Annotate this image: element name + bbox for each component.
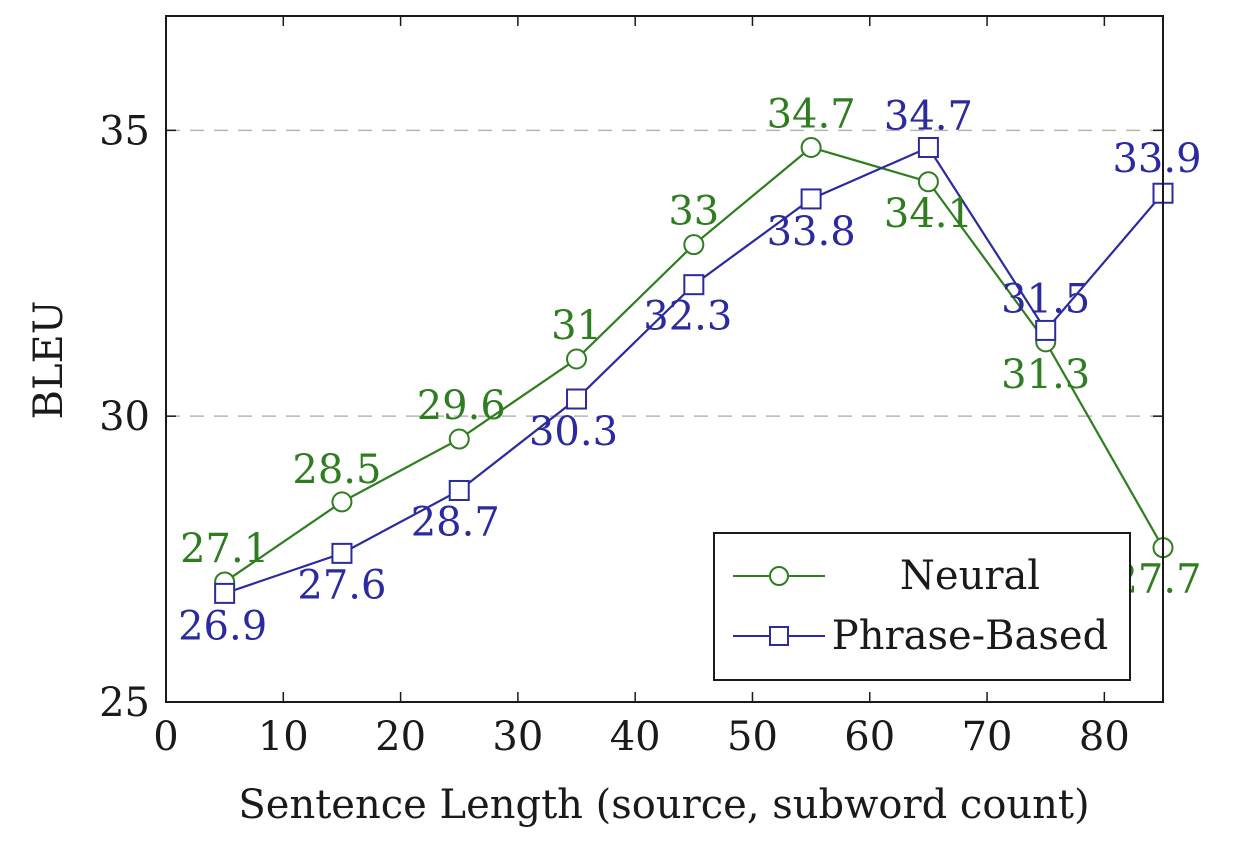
x-tick-label-30: 30 xyxy=(492,714,543,760)
legend-neural-label: Neural xyxy=(900,553,1040,599)
data-label-phrase-based-35: 30.3 xyxy=(529,409,618,455)
data-label-neural-55: 34.7 xyxy=(767,91,856,137)
point-phrase-based-35 xyxy=(566,388,588,410)
x-tick-label-50: 50 xyxy=(727,714,778,760)
data-label-neural-75: 31.3 xyxy=(1001,352,1090,398)
x-tick-label-10: 10 xyxy=(258,714,309,760)
x-axis-label: Sentence Length (source, subword count) xyxy=(238,782,1089,828)
legend: Neural Phrase-Based xyxy=(713,532,1131,681)
plot-frame xyxy=(165,15,1164,703)
point-phrase-based-45 xyxy=(683,274,705,296)
data-label-phrase-based-85: 33.9 xyxy=(1112,136,1201,182)
axis-layer xyxy=(165,15,1164,703)
point-phrase-based-55 xyxy=(800,188,822,210)
point-phrase-based-75 xyxy=(1035,319,1057,341)
data-label-phrase-based-15: 27.6 xyxy=(297,562,386,608)
data-label-phrase-based-5: 26.9 xyxy=(178,603,267,649)
data-label-phrase-based-65: 34.7 xyxy=(884,93,973,139)
y-tick-label-25: 25 xyxy=(99,680,150,726)
point-phrase-based-5 xyxy=(214,582,236,604)
point-neural-55 xyxy=(800,136,822,158)
x-tick-label-40: 40 xyxy=(610,714,661,760)
data-label-neural-15: 28.5 xyxy=(292,447,381,493)
data-label-phrase-based-45: 32.3 xyxy=(643,294,732,340)
point-neural-15 xyxy=(331,491,353,513)
x-tick-label-70: 70 xyxy=(962,714,1013,760)
y-tick-label-30: 30 xyxy=(99,394,150,440)
x-tick-label-80: 80 xyxy=(1079,714,1130,760)
data-label-neural-5: 27.1 xyxy=(180,526,269,572)
data-label-phrase-based-25: 28.7 xyxy=(411,499,500,545)
data-label-phrase-based-75: 31.5 xyxy=(1001,276,1090,322)
point-neural-65 xyxy=(917,171,939,193)
series-layer xyxy=(214,136,1174,604)
point-phrase-based-15 xyxy=(331,542,353,564)
legend-neural-circle-icon xyxy=(769,566,789,586)
data-label-neural-25: 29.6 xyxy=(417,383,506,429)
y-tick-label-35: 35 xyxy=(99,108,150,154)
legend-phrase-based-label: Phrase-Based xyxy=(832,613,1108,659)
point-phrase-based-65 xyxy=(917,136,939,158)
data-label-phrase-based-55: 33.8 xyxy=(767,209,856,255)
data-label-neural-65: 34.1 xyxy=(884,191,973,237)
point-neural-25 xyxy=(448,428,470,450)
y-axis-label: BLEU xyxy=(26,301,72,420)
x-tick-label-60: 60 xyxy=(844,714,895,760)
legend-box xyxy=(713,532,1131,681)
data-label-neural-35: 31 xyxy=(551,303,602,349)
data-label-neural-45: 33 xyxy=(668,189,719,235)
tick-layer: 0 10 20 30 40 50 60 70 80 25 30 35 xyxy=(99,16,1163,760)
legend-phrase-based-square-icon xyxy=(769,626,789,646)
x-tick-label-0: 0 xyxy=(153,714,178,760)
x-tick-label-20: 20 xyxy=(375,714,426,760)
point-phrase-based-25 xyxy=(448,479,470,501)
point-neural-45 xyxy=(683,234,705,256)
point-neural-35 xyxy=(566,348,588,370)
